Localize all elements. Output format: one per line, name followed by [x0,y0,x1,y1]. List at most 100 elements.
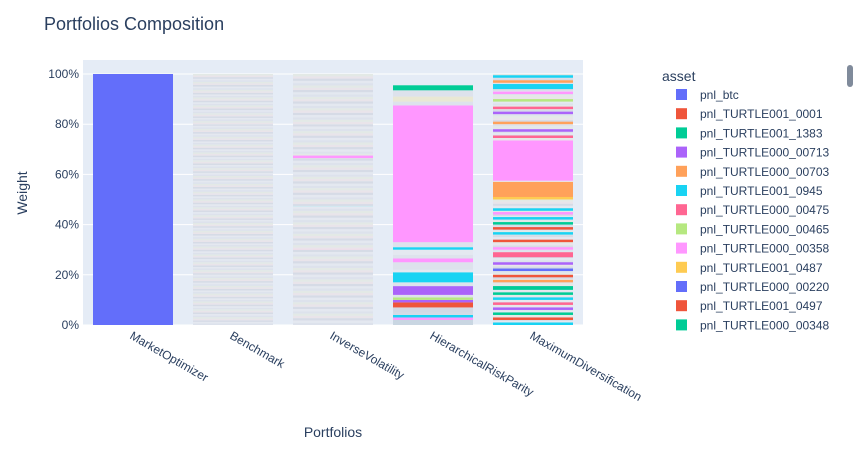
bar-segment[interactable] [493,196,573,200]
bar-segment[interactable] [193,257,273,260]
bar-segment[interactable] [193,201,273,203]
bar-segment[interactable] [193,78,273,81]
bar-segment[interactable] [493,138,573,141]
bar-segment[interactable] [293,108,373,111]
bar-segment[interactable] [193,314,273,316]
bar-segment[interactable] [293,205,373,208]
bar-segment[interactable] [193,254,273,256]
bar-segment[interactable] [293,155,373,159]
bar-segment[interactable] [193,208,273,211]
bar-segment[interactable] [293,74,373,77]
bar-segment[interactable] [393,294,473,298]
bar-segment[interactable] [193,180,273,183]
bar-segment[interactable] [193,295,273,297]
bar-segment[interactable] [293,83,373,86]
bar-segment[interactable] [193,168,273,170]
bar-segment[interactable] [193,320,273,322]
bar-segment[interactable] [493,209,573,213]
bar-segment[interactable] [493,310,573,313]
bar-segment[interactable] [293,92,373,95]
bar-segment[interactable] [293,101,373,104]
bar-segment[interactable] [493,272,573,275]
bar-segment[interactable] [193,262,273,264]
bar-segment[interactable] [193,232,273,235]
bar-segment[interactable] [193,207,273,209]
bar-segment[interactable] [193,226,273,228]
bar-segment[interactable] [293,131,373,134]
bar-segment[interactable] [293,226,373,230]
bar-segment[interactable] [493,111,573,115]
bar-segment[interactable] [193,243,273,245]
bar-segment[interactable] [393,312,473,315]
bar-segment[interactable] [193,310,273,313]
bar-segment[interactable] [193,293,273,296]
bar-segment[interactable] [193,260,273,263]
bar-segment[interactable] [393,302,473,308]
bar-segment[interactable] [193,166,273,169]
bar-segment[interactable] [193,81,273,84]
bar-segment[interactable] [493,117,573,121]
bar-segment[interactable] [293,115,373,118]
bar-segment[interactable] [293,167,373,170]
bar-segment[interactable] [193,147,273,150]
bar-segment[interactable] [293,236,373,239]
bar-segment[interactable] [193,230,273,233]
bar-segment[interactable] [493,258,573,261]
bar-segment[interactable] [293,258,373,262]
bar-segment[interactable] [293,153,373,157]
bar-segment[interactable] [493,239,573,243]
bar-segment[interactable] [193,105,273,107]
bar-segment[interactable] [493,208,573,211]
bar-segment[interactable] [493,279,573,283]
bar-segment[interactable] [493,306,573,309]
bar-segment[interactable] [193,282,273,285]
legend-item-11[interactable]: pnl_TURTLE001_0497 [676,299,823,313]
bar-segment[interactable] [293,178,373,182]
bar-segment[interactable] [293,309,373,312]
bar-segment[interactable] [293,231,373,234]
bar-segment[interactable] [493,264,573,267]
bar-segment[interactable] [293,192,373,195]
legend[interactable]: asset pnl_btc pnl_TURTLE001_0001 pnl_TURTL… [662,65,853,332]
bar-segment[interactable] [193,164,273,167]
bar-segment[interactable] [193,161,273,164]
bar-segment[interactable] [493,101,573,104]
bar-segment[interactable] [293,245,373,248]
bar-segment[interactable] [293,89,373,93]
bar-segment[interactable] [193,92,273,95]
bar-segment[interactable] [193,193,273,195]
bar-segment[interactable] [293,265,373,268]
bar-segment[interactable] [493,260,573,263]
bar-segment[interactable] [393,307,473,313]
bar-segment[interactable] [193,321,273,324]
bar-segment[interactable] [193,127,273,129]
bar-segment[interactable] [193,185,273,187]
bar-segment[interactable] [293,315,373,319]
bar-segment[interactable] [193,287,273,289]
bar-segment[interactable] [493,99,573,102]
bar-segment[interactable] [293,162,373,166]
bar-segment[interactable] [93,74,173,325]
bar-segment[interactable] [293,181,373,184]
bar-segment[interactable] [293,185,373,189]
bar-segment[interactable] [193,265,273,267]
bar-segment[interactable] [493,140,573,181]
bar-segment[interactable] [193,241,273,244]
bar-segment[interactable] [293,128,373,132]
legend-item-8[interactable]: pnl_TURTLE000_00358 [676,242,830,256]
bar-segment[interactable] [193,97,273,100]
bar-segment[interactable] [193,298,273,300]
bar-segment[interactable] [193,202,273,205]
bar-segment[interactable] [193,155,273,158]
bar-segment[interactable] [293,124,373,127]
bar-segment[interactable] [193,266,273,269]
bar-segment[interactable] [193,77,273,79]
bar-segment[interactable] [293,238,373,241]
bar-segment[interactable] [193,210,273,213]
bar-segment[interactable] [193,312,273,315]
bar-segment[interactable] [293,256,373,259]
legend-item-1[interactable]: pnl_TURTLE001_0001 [676,107,823,121]
bar-segment[interactable] [493,274,573,278]
bar-segment[interactable] [393,105,473,243]
bar-segment[interactable] [293,165,373,168]
